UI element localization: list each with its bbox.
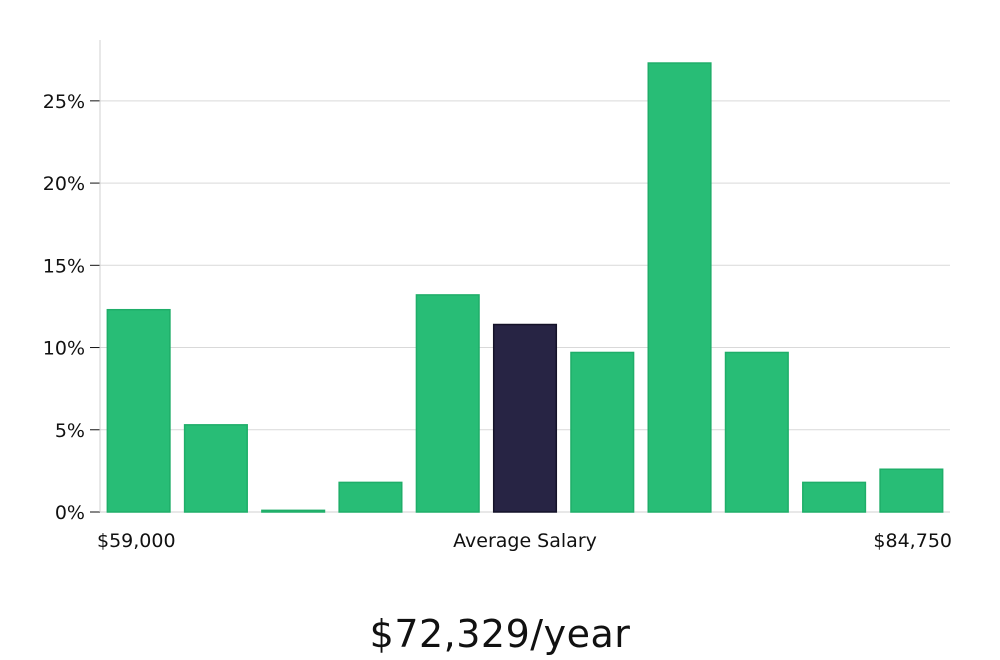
x-axis-center-label: Average Salary bbox=[453, 530, 597, 552]
salary-bar bbox=[415, 294, 480, 513]
salary-bar bbox=[338, 481, 403, 513]
salary-bar bbox=[261, 509, 326, 513]
y-axis-labels: 0% 5% 10% 15% 20% 25% bbox=[43, 91, 85, 524]
average-salary-bar bbox=[492, 323, 558, 513]
salary-bar bbox=[183, 424, 248, 513]
x-axis-end-label: $84,750 bbox=[873, 530, 952, 552]
y-axis-tick-label: 15% bbox=[43, 255, 85, 277]
salary-bar bbox=[106, 308, 171, 513]
salary-bar bbox=[570, 351, 635, 513]
y-axis-tick-label: 0% bbox=[55, 502, 85, 524]
y-axis-tick-label: 20% bbox=[43, 173, 85, 195]
y-axis-tick-label: 10% bbox=[43, 338, 85, 360]
average-salary-text: $72,329/year bbox=[369, 612, 631, 656]
salary-bar bbox=[647, 62, 712, 513]
x-axis-start-label: $59,000 bbox=[97, 530, 176, 552]
bars-layer bbox=[106, 62, 944, 513]
grid-layer bbox=[100, 100, 950, 431]
y-axis-tick-label: 25% bbox=[43, 91, 85, 113]
salary-bar bbox=[724, 351, 789, 513]
y-axis-tick-label: 5% bbox=[55, 420, 85, 442]
salary-bar bbox=[802, 481, 867, 513]
salary-bar bbox=[879, 468, 944, 513]
